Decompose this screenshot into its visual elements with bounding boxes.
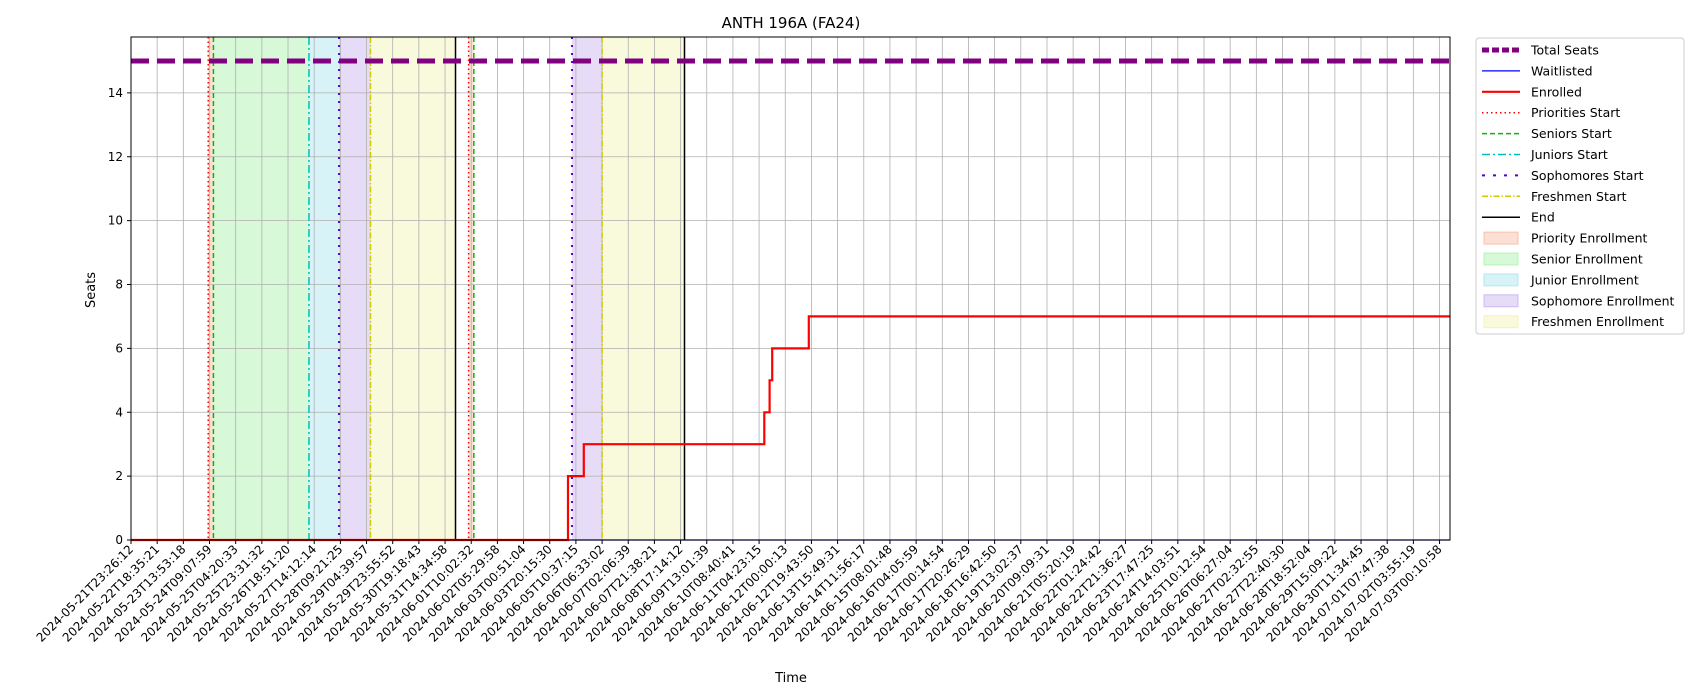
x-axis-ticks: 2024-05-21T23:26:122024-05-22T18:35:2120… [34, 540, 1445, 645]
legend-label: Freshmen Start [1531, 189, 1627, 204]
span-sophomore-enrollment [339, 37, 371, 540]
legend-label: Total Seats [1530, 43, 1599, 58]
legend-label: Enrolled [1531, 84, 1582, 99]
legend-swatch [1483, 294, 1519, 308]
y-tick-label: 8 [115, 278, 123, 292]
legend-label: Priorities Start [1531, 105, 1620, 120]
legend-label: Junior Enrollment [1530, 272, 1639, 287]
legend-label: Juniors Start [1530, 147, 1608, 162]
y-tick-label: 6 [115, 341, 123, 355]
y-tick-label: 12 [108, 150, 123, 164]
y-axis-label: Seats [84, 272, 99, 308]
legend-swatch [1483, 252, 1519, 266]
legend-label: Sophomore Enrollment [1531, 293, 1675, 308]
span-senior-enrollment [213, 37, 309, 540]
y-tick-label: 2 [115, 469, 123, 483]
y-axis-ticks: 0 2 4 6 8 10 12 14 [108, 86, 131, 547]
legend-box [1475, 37, 1685, 335]
legend-label: Seniors Start [1531, 126, 1612, 141]
legend-label: Freshmen Enrollment [1531, 314, 1664, 329]
chart-title: ANTH 196A (FA24) [722, 14, 861, 32]
y-tick-label: 4 [115, 405, 123, 419]
enrollment-spans [208, 37, 685, 540]
legend-label: Waitlisted [1531, 63, 1593, 78]
y-tick-label: 14 [108, 86, 123, 100]
legend-label: Sophomores Start [1531, 168, 1644, 183]
legend-swatch [1483, 273, 1519, 287]
x-axis-label: Time [774, 671, 807, 686]
series-enrolled [131, 315, 1450, 542]
span-priority-enrollment [208, 37, 214, 540]
event-lines [207, 37, 686, 540]
y-tick-label: 0 [115, 533, 123, 547]
legend-label: End [1531, 210, 1555, 225]
span-freshmen-enrollment [602, 37, 685, 540]
legend-label: Senior Enrollment [1531, 252, 1643, 267]
legend-swatch [1483, 231, 1519, 245]
legend-swatch [1483, 315, 1519, 329]
grid-lines [130, 37, 1450, 541]
y-tick-label: 10 [108, 214, 123, 228]
span-junior-enrollment [308, 37, 340, 540]
legend: Total Seats Waitlisted Enrolled Priorities … [1475, 37, 1685, 335]
span-sophomore-enrollment [571, 37, 603, 540]
legend-label: Priority Enrollment [1531, 231, 1648, 246]
plot-frame [130, 36, 1451, 541]
span-freshmen-enrollment [370, 37, 456, 540]
